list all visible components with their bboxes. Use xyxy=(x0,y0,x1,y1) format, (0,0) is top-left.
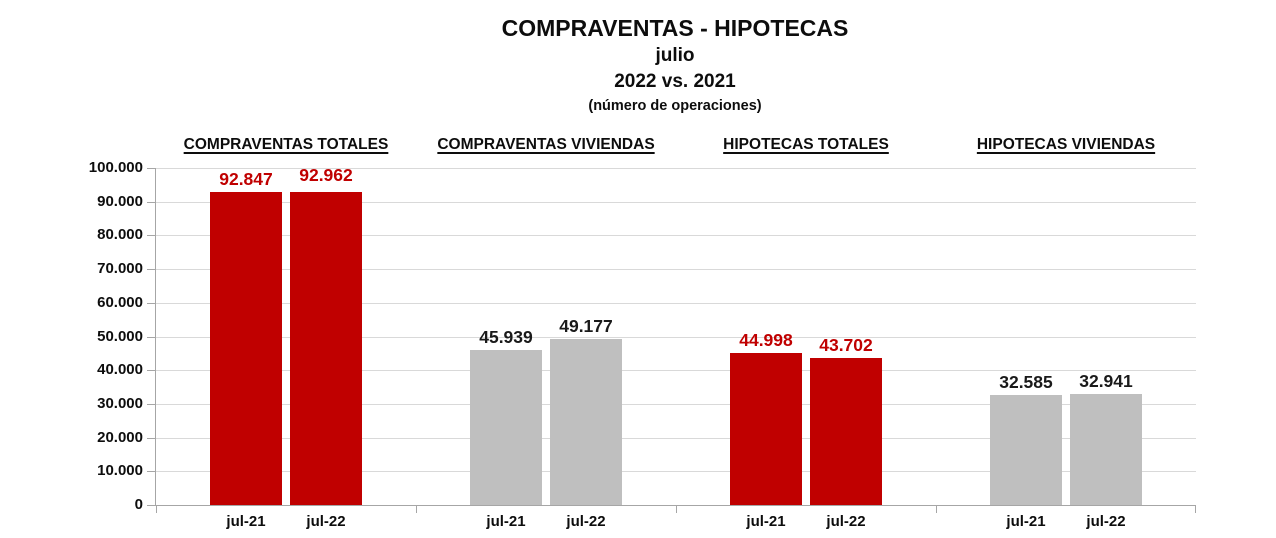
bar-value-label: 44.998 xyxy=(739,330,793,351)
category-label: jul-21 xyxy=(746,513,786,530)
y-axis-label: 70.000 xyxy=(97,260,143,278)
category-label: jul-22 xyxy=(826,513,866,530)
y-axis-tick xyxy=(147,235,156,237)
category-label: jul-22 xyxy=(306,513,346,530)
bar-value-label: 32.941 xyxy=(1079,371,1133,391)
y-gridline xyxy=(156,269,1196,271)
x-axis-tick xyxy=(416,505,417,513)
plot-area: 0 10.000 20.000 30.000 40.000 50.000 60.000 70.… xyxy=(89,136,1196,530)
chart-title: COMPRAVENTAS - HIPOTECAS xyxy=(501,15,849,41)
y-axis-tick xyxy=(147,505,156,506)
category-label: jul-21 xyxy=(486,513,526,530)
y-axis-label: 0 xyxy=(134,496,143,513)
chart-group: COMPRAVENTAS VIVIENDAS 45.939 jul-21 49.177… xyxy=(416,136,676,530)
y-axis-tick xyxy=(147,403,156,405)
bar-value-label: 92.847 xyxy=(219,169,273,190)
chart-group: HIPOTECAS VIVIENDAS 32.585 jul-21 32.941 jul… xyxy=(936,136,1196,530)
category-label: jul-22 xyxy=(566,513,606,530)
y-gridline xyxy=(156,437,1196,439)
y-gridline xyxy=(156,201,1196,203)
bar xyxy=(550,339,622,505)
y-axis-tick xyxy=(147,471,156,473)
x-axis-tick xyxy=(156,505,157,513)
group-header: COMPRAVENTAS TOTALES xyxy=(183,136,389,153)
y-axis-label: 30.000 xyxy=(97,394,143,412)
title-block: COMPRAVENTAS - HIPOTECAS julio 2022 vs. … xyxy=(155,14,1195,117)
bar-value-label: 49.177 xyxy=(559,316,613,337)
y-gridline xyxy=(156,336,1196,338)
chart-subtitle-years: 2022 vs. 2021 xyxy=(614,71,736,92)
group-header: COMPRAVENTAS VIVIENDAS xyxy=(437,136,655,153)
y-axis-label: 90.000 xyxy=(97,192,143,210)
category-label: jul-22 xyxy=(1086,513,1126,530)
bar xyxy=(810,357,882,505)
bar xyxy=(990,395,1062,505)
group-header: HIPOTECAS TOTALES xyxy=(723,136,889,153)
bar-value-label: 32.585 xyxy=(999,372,1053,393)
y-axis-label: 100.000 xyxy=(88,159,143,176)
y-axis-label: 10.000 xyxy=(97,462,143,480)
category-label: jul-21 xyxy=(1006,513,1046,530)
bar-value-label: 45.939 xyxy=(479,327,533,348)
y-axis-tick xyxy=(147,437,156,439)
y-axis-label: 80.000 xyxy=(97,226,143,244)
y-gridline xyxy=(156,168,1196,169)
y-axis-tick xyxy=(147,302,156,304)
chart-subtitle-units: (número de operaciones) xyxy=(588,98,762,114)
y-axis-tick xyxy=(147,269,156,271)
bar-value-label: 92.962 xyxy=(299,164,353,185)
bar xyxy=(210,192,282,505)
x-axis-tick xyxy=(676,505,677,513)
bar xyxy=(1070,394,1142,505)
y-axis-tick xyxy=(147,370,156,372)
y-gridline xyxy=(156,302,1196,304)
bar xyxy=(470,350,542,505)
y-axis-label: 20.000 xyxy=(97,428,143,446)
x-axis-tick xyxy=(1195,505,1196,513)
bar-value-label: 43.702 xyxy=(819,334,873,355)
y-axis-label: 50.000 xyxy=(97,327,143,345)
bar xyxy=(730,353,802,505)
y-gridline xyxy=(156,471,1196,473)
y-axis-tick xyxy=(147,201,156,203)
y-axis-label: 40.000 xyxy=(97,361,143,379)
y-gridline xyxy=(156,370,1196,372)
chart-group: HIPOTECAS TOTALES 44.998 jul-21 43.702 jul-2… xyxy=(676,136,936,530)
y-axis-label: 60.000 xyxy=(97,293,143,311)
category-label: jul-21 xyxy=(226,513,266,530)
y-axis-tick xyxy=(147,168,156,169)
bar xyxy=(290,191,362,505)
group-header: HIPOTECAS VIVIENDAS xyxy=(976,136,1156,153)
chart-group: COMPRAVENTAS TOTALES 92.847 jul-21 92.962 ju… xyxy=(156,136,416,530)
chart-subtitle-month: julio xyxy=(655,45,695,66)
y-gridline xyxy=(156,235,1196,237)
y-gridline xyxy=(156,403,1196,405)
y-axis-tick xyxy=(147,336,156,338)
x-axis-tick xyxy=(936,505,937,513)
